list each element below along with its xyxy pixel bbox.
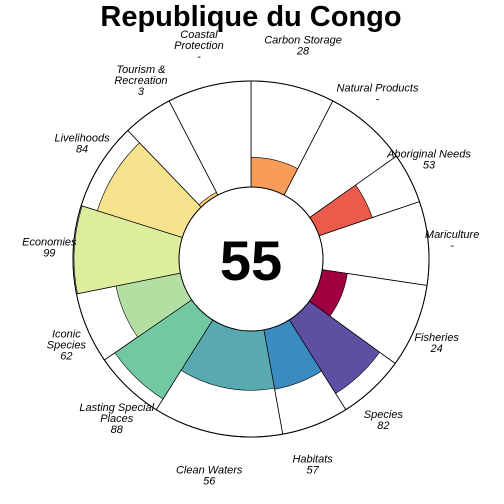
label-name-iconic-species: Species [47,340,87,352]
label-name-aboriginal-needs: Aboriginal Needs [386,149,471,161]
label-value-iconic-species: 62 [60,351,72,363]
label-value-aboriginal-needs: 53 [423,160,436,172]
label-iconic-species: Iconic Species 62 [47,329,87,363]
label-name-livelihoods: Livelihoods [55,132,111,144]
label-name-coastal-protection: Coastal [180,29,218,41]
label-name-iconic-species: Iconic [52,329,81,341]
label-aboriginal-needs: Aboriginal Needs 53 [386,149,471,172]
label-value-mariculture: - [450,240,454,252]
label-name-species: Species [364,409,404,421]
label-name-carbon-storage: Carbon Storage [264,35,342,47]
chart-title: Republique du Congo [100,1,401,33]
label-natural-products: Natural Products - [337,83,419,106]
label-habitats: Habitats 57 [292,454,333,477]
label-clean-waters: Clean Waters 56 [176,464,243,487]
label-fisheries: Fisheries 24 [414,332,459,355]
label-tourism-and-recreation: Tourism & Recreation 3 [114,64,167,98]
label-name-coastal-protection: Protection [174,40,224,52]
label-coastal-protection: Coastal Protection - [174,29,224,63]
label-value-species: 82 [377,420,389,432]
center-circle [178,186,324,332]
label-value-carbon-storage: 28 [296,46,310,58]
label-value-fisheries: 24 [430,343,443,355]
label-value-lasting-special-places: 88 [111,424,124,436]
label-livelihoods: Livelihoods 84 [55,132,111,155]
outer-ring [72,80,430,438]
label-name-habitats: Habitats [292,454,333,466]
label-name-fisheries: Fisheries [414,332,459,344]
label-name-lasting-special-places: Lasting Special [79,402,154,414]
label-value-tourism-and-recreation: 3 [138,86,145,98]
label-value-natural-products: - [376,94,380,106]
label-name-tourism-and-recreation: Recreation [114,75,167,87]
label-carbon-storage: Carbon Storage 28 [264,35,342,58]
label-name-mariculture: Mariculture [425,229,479,241]
label-lasting-special-places: Lasting Special Places 88 [79,402,154,436]
label-value-clean-waters: 56 [203,475,216,487]
label-name-natural-products: Natural Products [337,83,419,95]
label-name-tourism-and-recreation: Tourism & [116,64,165,76]
label-name-lasting-special-places: Places [100,413,134,425]
petal-group [72,80,430,438]
overall-score: 55 [220,229,282,292]
label-mariculture: Mariculture - [425,229,479,252]
label-value-livelihoods: 84 [76,143,88,155]
label-name-clean-waters: Clean Waters [176,464,243,476]
label-value-economies: 99 [43,248,55,260]
label-species: Species 82 [364,409,404,432]
label-value-coastal-protection: - [197,51,201,63]
label-economies: Economies 99 [22,237,77,260]
label-value-habitats: 57 [306,465,319,477]
label-name-economies: Economies [22,237,77,249]
